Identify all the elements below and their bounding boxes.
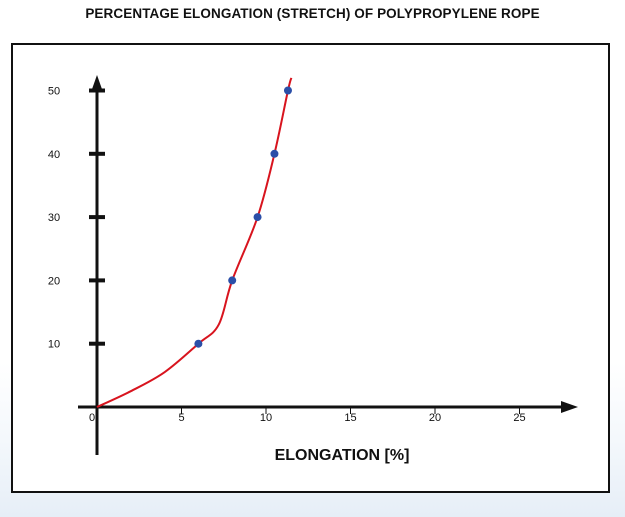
chart-title: PERCENTAGE ELONGATION (STRETCH) OF POLYP…	[85, 6, 540, 21]
data-point	[194, 339, 203, 348]
curve-layer	[96, 77, 293, 408]
axes	[78, 75, 578, 455]
x-tick-label: 10	[260, 412, 272, 424]
x-tick-label: 5	[178, 412, 184, 424]
y-axis-arrow	[91, 75, 103, 92]
data-point	[253, 213, 262, 222]
x-axis-arrow	[561, 401, 578, 413]
data-point	[283, 86, 292, 95]
points-layer	[194, 86, 292, 348]
x-tick-label: 20	[429, 412, 441, 424]
elongation-curve	[96, 77, 293, 408]
chart-frame	[11, 43, 610, 493]
ticks: 10 20 30 40 50 0 5 10 15 20 25	[48, 86, 526, 425]
y-tick-label: 30	[48, 212, 60, 224]
x-tick-label: 15	[344, 412, 356, 424]
y-tick-label: 40	[48, 149, 60, 161]
y-tick-label: 50	[48, 86, 60, 98]
x-tick-label: 25	[513, 412, 525, 424]
y-tick-label: 10	[48, 339, 60, 351]
data-point	[228, 276, 237, 285]
x-axis-label: ELONGATION [%]	[275, 447, 410, 464]
x-tick-label: 0	[89, 412, 95, 424]
y-tick-label: 20	[48, 275, 60, 287]
data-point	[270, 149, 279, 158]
